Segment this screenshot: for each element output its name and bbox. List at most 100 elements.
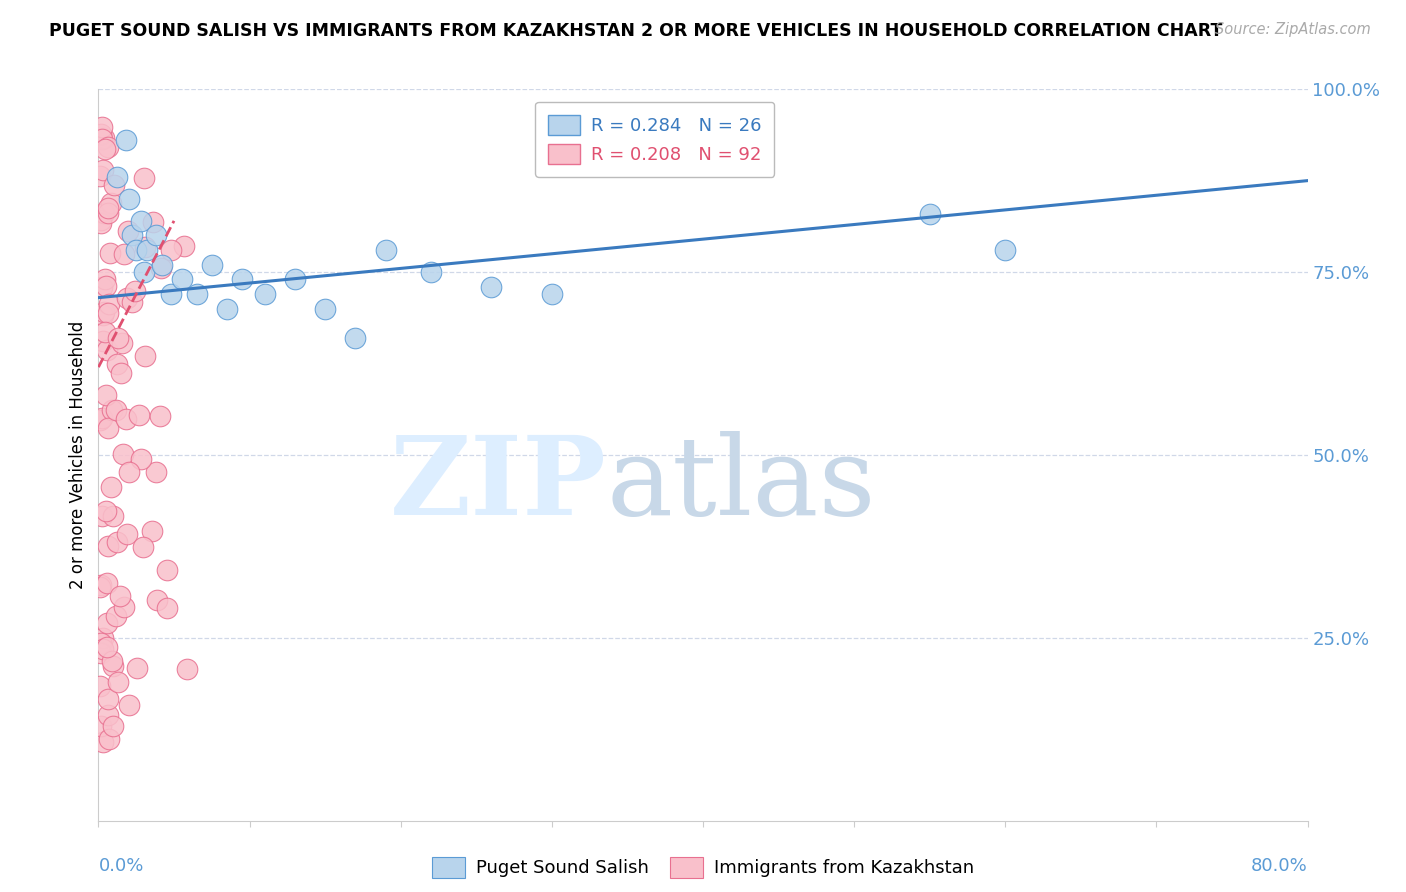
Point: [100, 654, 122, 668]
Point: [97, 691, 120, 706]
Point: [149, 409, 172, 423]
Point: [135, 243, 157, 257]
Point: [103, 509, 125, 524]
Point: [101, 659, 124, 673]
Point: [134, 240, 156, 254]
Point: [215, 301, 238, 316]
Point: [107, 534, 129, 549]
Point: [90, 213, 112, 227]
Point: [170, 272, 193, 286]
Point: [94, 142, 117, 156]
Point: [90, 128, 112, 142]
Point: [97, 201, 120, 215]
Point: [90, 508, 112, 523]
Point: [105, 358, 128, 372]
Point: [231, 272, 253, 286]
Text: ZIP: ZIP: [389, 431, 606, 538]
Text: 0.0%: 0.0%: [98, 857, 143, 875]
Point: [104, 402, 127, 417]
Point: [129, 214, 152, 228]
Point: [94, 279, 117, 293]
Point: [112, 447, 135, 461]
Point: [132, 265, 155, 279]
Point: [89, 169, 111, 184]
Point: [314, 301, 336, 316]
Point: [149, 260, 172, 275]
Point: [93, 206, 115, 220]
Point: [90, 719, 112, 733]
Point: [284, 272, 307, 286]
Point: [98, 245, 121, 260]
Point: [96, 576, 118, 591]
Point: [97, 206, 120, 220]
Point: [146, 593, 169, 607]
Point: [94, 325, 117, 339]
Point: [141, 524, 163, 538]
Point: [97, 421, 120, 435]
Point: [112, 600, 135, 615]
Point: [89, 680, 111, 694]
Point: [156, 601, 179, 615]
Point: [91, 410, 114, 425]
Point: [160, 243, 183, 257]
Point: [121, 228, 143, 243]
Point: [124, 284, 146, 298]
Text: Source: ZipAtlas.com: Source: ZipAtlas.com: [1215, 22, 1371, 37]
Point: [91, 162, 114, 177]
Point: [91, 735, 114, 749]
Point: [115, 527, 138, 541]
Point: [97, 540, 120, 554]
Point: [156, 564, 179, 578]
Point: [103, 178, 125, 192]
Point: [96, 343, 118, 357]
Point: [114, 133, 136, 147]
Text: atlas: atlas: [606, 431, 876, 538]
Text: PUGET SOUND SALISH VS IMMIGRANTS FROM KAZAKHSTAN 2 OR MORE VEHICLES IN HOUSEHOLD: PUGET SOUND SALISH VS IMMIGRANTS FROM KA…: [49, 22, 1223, 40]
Point: [145, 228, 167, 243]
Point: [111, 335, 134, 350]
Point: [110, 590, 132, 604]
Point: [94, 504, 117, 518]
Point: [117, 291, 139, 305]
Point: [93, 305, 115, 319]
Point: [201, 258, 224, 272]
Point: [110, 366, 132, 380]
Point: [96, 615, 118, 630]
Point: [98, 296, 121, 310]
Point: [107, 331, 129, 345]
Point: [128, 409, 150, 423]
Point: [91, 631, 114, 645]
Point: [344, 331, 367, 345]
Legend: Puget Sound Salish, Immigrants from Kazakhstan: Puget Sound Salish, Immigrants from Kaza…: [425, 850, 981, 885]
Point: [131, 452, 153, 467]
Point: [142, 215, 165, 229]
Point: [186, 287, 208, 301]
Legend: R = 0.284   N = 26, R = 0.208   N = 92: R = 0.284 N = 26, R = 0.208 N = 92: [536, 102, 775, 177]
Point: [540, 287, 562, 301]
Point: [97, 708, 120, 723]
Point: [132, 540, 155, 554]
Point: [90, 646, 112, 660]
Point: [134, 171, 156, 186]
Point: [91, 132, 114, 146]
Point: [176, 662, 198, 676]
Point: [90, 578, 112, 592]
Point: [105, 169, 128, 184]
Point: [90, 636, 112, 650]
Point: [253, 287, 276, 301]
Point: [91, 120, 114, 134]
Point: [125, 243, 148, 257]
Point: [96, 640, 118, 655]
Point: [97, 306, 120, 320]
Point: [97, 140, 120, 154]
Point: [134, 350, 156, 364]
Point: [91, 642, 114, 657]
Point: [117, 224, 139, 238]
Point: [93, 131, 115, 145]
Point: [420, 265, 443, 279]
Point: [107, 674, 129, 689]
Point: [89, 413, 111, 427]
Point: [100, 196, 122, 211]
Point: [994, 243, 1017, 257]
Point: [145, 465, 167, 479]
